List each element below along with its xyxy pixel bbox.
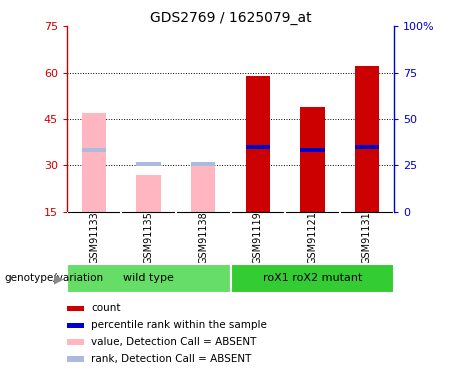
Text: count: count xyxy=(91,303,121,313)
Text: rank, Detection Call = ABSENT: rank, Detection Call = ABSENT xyxy=(91,354,252,364)
Text: percentile rank within the sample: percentile rank within the sample xyxy=(91,320,267,330)
Text: GSM91138: GSM91138 xyxy=(198,211,208,264)
Text: GSM91131: GSM91131 xyxy=(362,211,372,264)
Bar xyxy=(246,76,270,212)
Text: value, Detection Call = ABSENT: value, Detection Call = ABSENT xyxy=(91,337,257,347)
Bar xyxy=(82,113,106,212)
Bar xyxy=(67,356,84,362)
Bar xyxy=(191,162,215,166)
Bar xyxy=(300,148,325,152)
Text: roX1 roX2 mutant: roX1 roX2 mutant xyxy=(263,273,362,284)
Bar xyxy=(82,148,106,152)
Bar xyxy=(230,264,394,293)
Bar xyxy=(246,145,270,149)
Text: GSM91133: GSM91133 xyxy=(89,211,99,264)
Bar xyxy=(136,162,161,166)
Text: ▶: ▶ xyxy=(54,272,63,285)
Text: GSM91121: GSM91121 xyxy=(307,211,317,264)
Bar xyxy=(136,175,161,212)
Bar xyxy=(67,322,84,328)
Text: GDS2769 / 1625079_at: GDS2769 / 1625079_at xyxy=(150,11,311,25)
Text: GSM91119: GSM91119 xyxy=(253,211,263,264)
Bar xyxy=(355,66,379,212)
Bar xyxy=(355,145,379,149)
Text: wild type: wild type xyxy=(123,273,174,284)
Bar xyxy=(67,264,230,293)
Bar xyxy=(300,106,325,212)
Bar xyxy=(191,165,215,212)
Text: genotype/variation: genotype/variation xyxy=(5,273,104,284)
Bar xyxy=(67,339,84,345)
Text: GSM91135: GSM91135 xyxy=(144,211,154,264)
Bar xyxy=(67,306,84,311)
